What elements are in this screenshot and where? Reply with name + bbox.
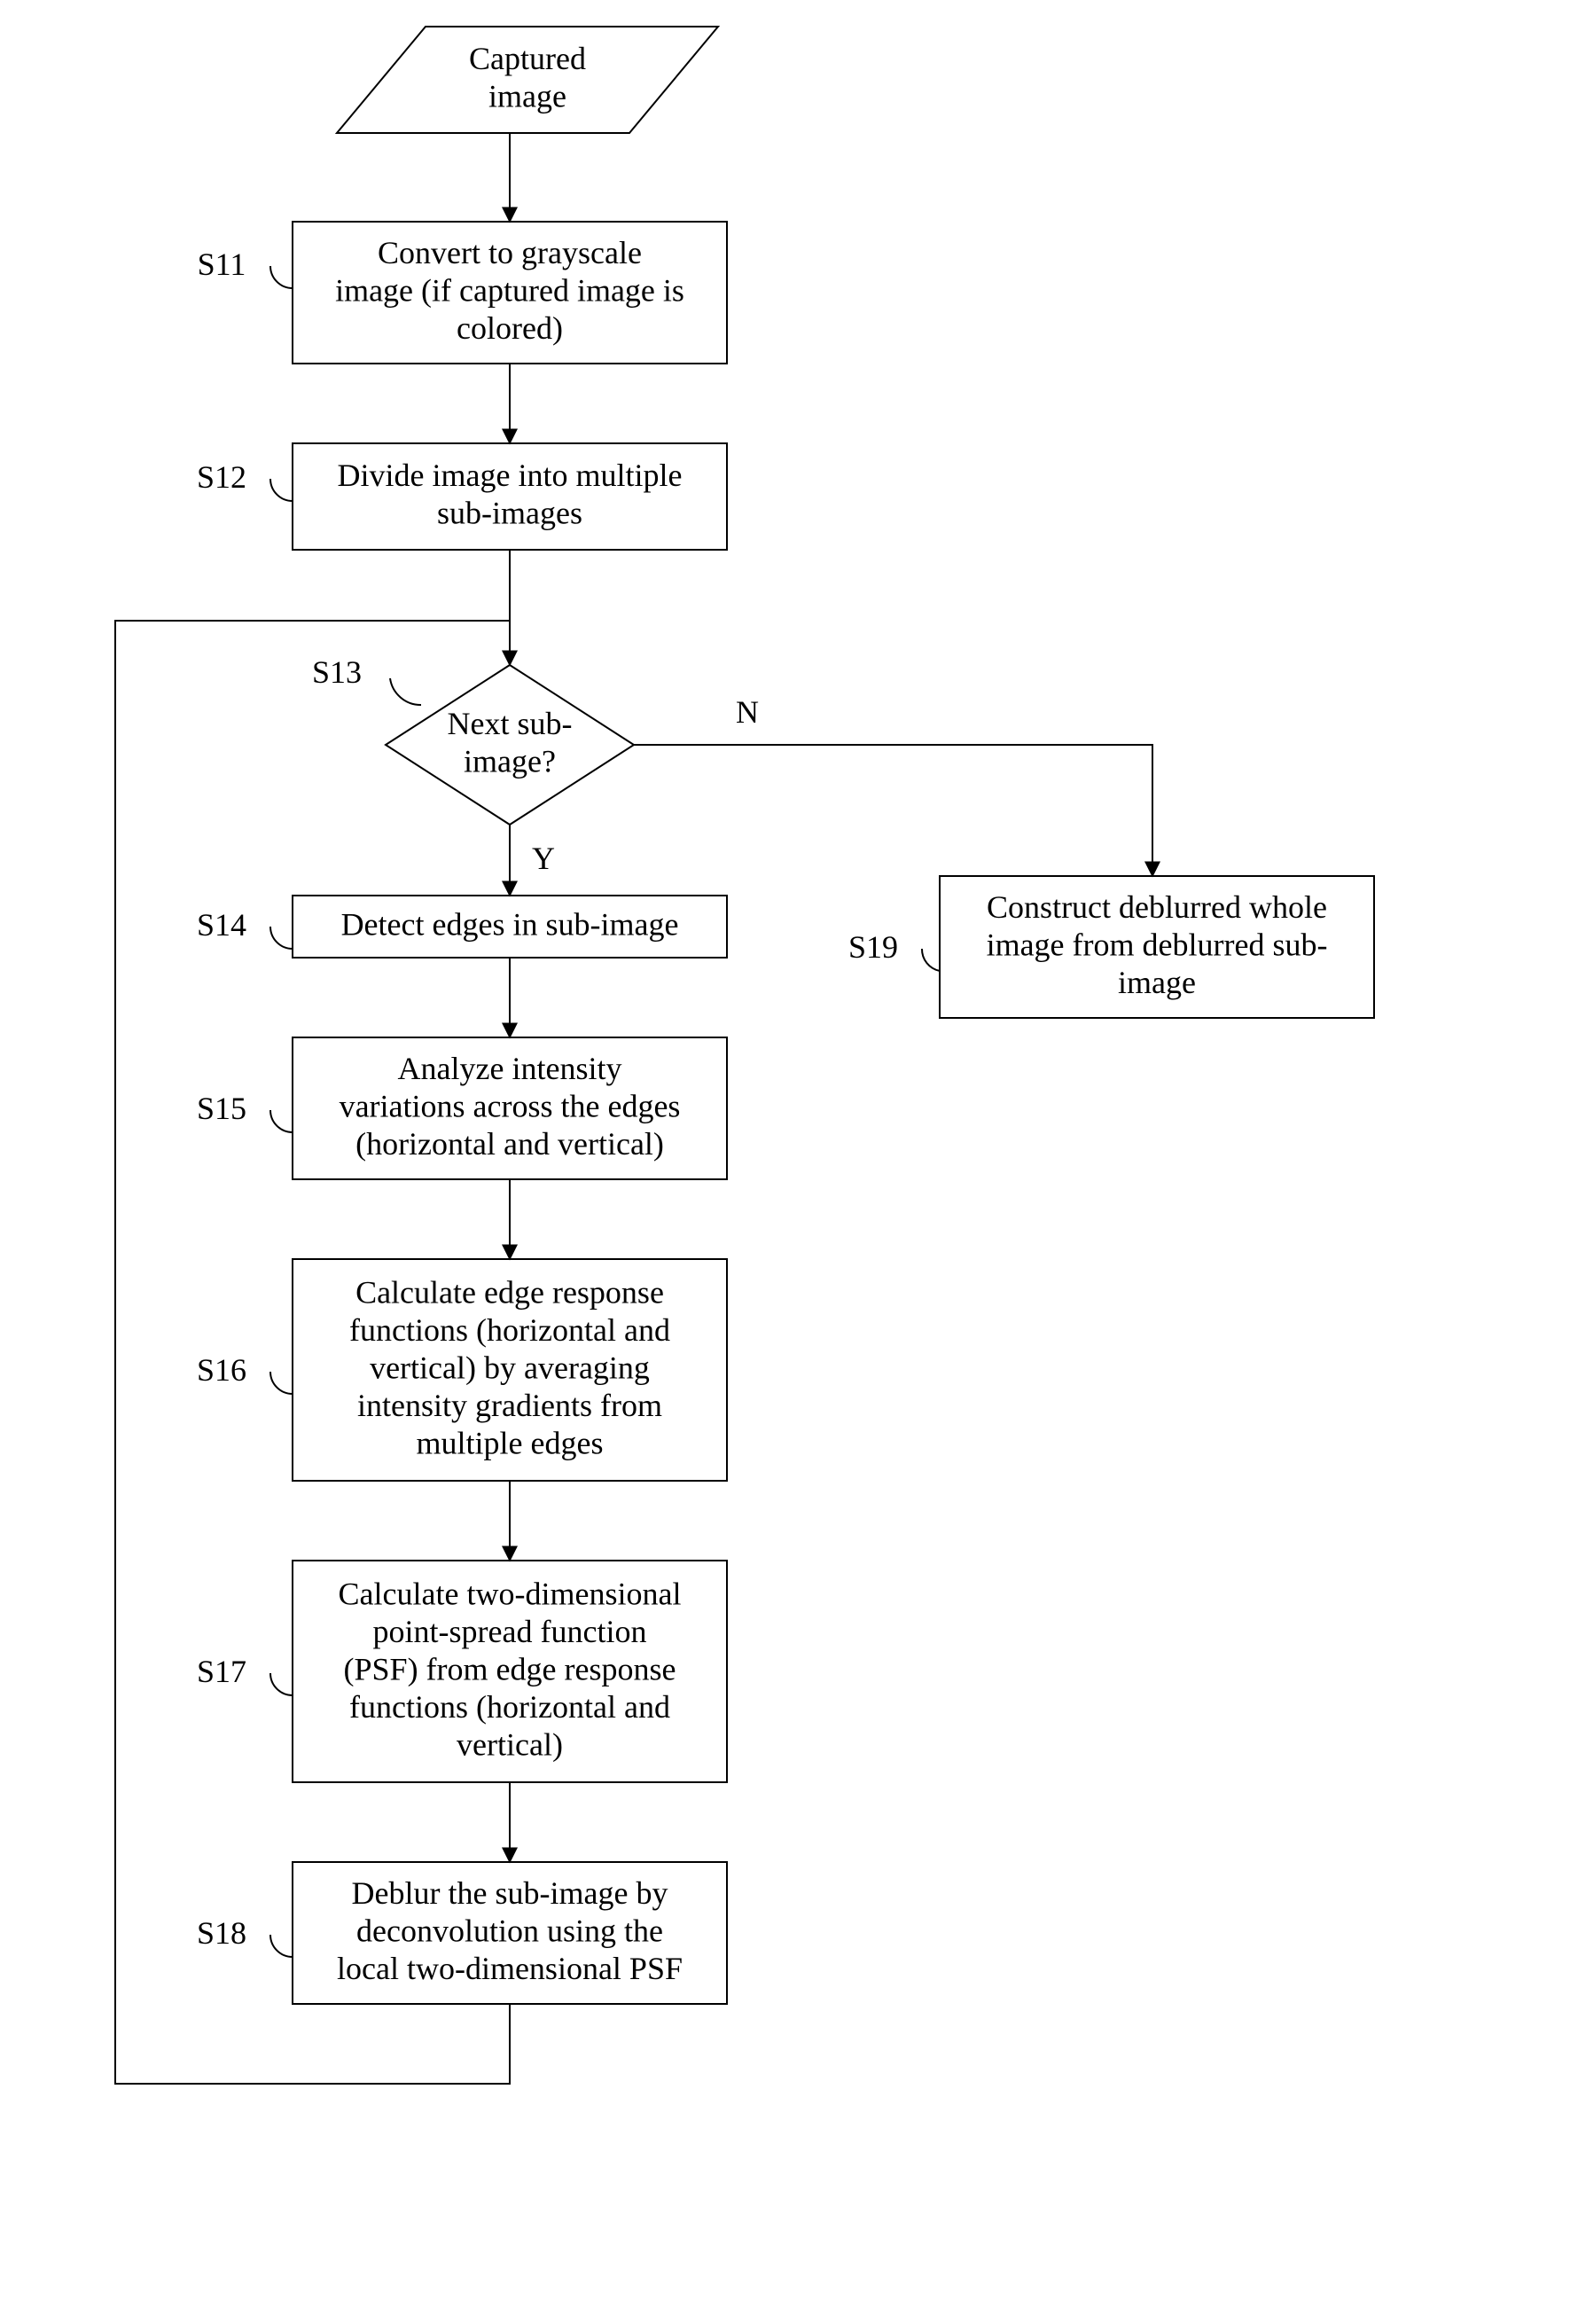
node-text: Next sub- — [448, 706, 573, 741]
node-text: (PSF) from edge response — [344, 1651, 676, 1686]
step-label-connector — [270, 1372, 293, 1394]
node-text: vertical) by averaging — [370, 1350, 650, 1385]
step-label-connector — [270, 927, 293, 949]
step-label: S16 — [197, 1352, 246, 1388]
step-label-connector — [270, 1110, 293, 1132]
step-label: S12 — [197, 459, 246, 495]
node-text: image — [1118, 965, 1196, 1000]
node-s13: Next sub-image? — [386, 665, 634, 825]
step-label-connector — [390, 678, 421, 705]
step-label: S13 — [312, 654, 362, 690]
step-label: S17 — [197, 1654, 246, 1689]
node-s17: Calculate two-dimensionalpoint-spread fu… — [293, 1561, 727, 1782]
node-text: sub-images — [437, 496, 582, 531]
node-text: image? — [464, 744, 556, 779]
node-text: image (if captured image is — [335, 272, 684, 308]
node-s14: Detect edges in sub-image — [293, 896, 727, 958]
node-s19: Construct deblurred wholeimage from debl… — [940, 876, 1374, 1018]
node-text: Convert to grayscale — [378, 235, 642, 270]
edge-9 — [634, 745, 1152, 876]
step-label-connector — [270, 1673, 293, 1695]
step-label: S19 — [848, 929, 898, 965]
node-s15: Analyze intensityvariations across the e… — [293, 1037, 727, 1179]
node-text: Captured — [469, 41, 586, 76]
node-text: Divide image into multiple — [338, 458, 683, 493]
node-s16: Calculate edge responsefunctions (horizo… — [293, 1259, 727, 1481]
step-label: S18 — [197, 1915, 246, 1951]
flowchart-canvas: CapturedimageConvert to grayscaleimage (… — [0, 0, 1570, 2324]
node-text: deconvolution using the — [356, 1913, 663, 1948]
node-text: Detect edges in sub-image — [341, 906, 679, 942]
node-s18: Deblur the sub-image bydeconvolution usi… — [293, 1862, 727, 2004]
node-text: Calculate edge response — [355, 1274, 664, 1310]
node-text: image — [488, 79, 566, 114]
node-text: multiple edges — [417, 1425, 604, 1460]
step-label-connector — [270, 1935, 293, 1957]
node-text: Construct deblurred whole — [987, 889, 1327, 925]
step-label-connector — [270, 266, 293, 288]
node-start: Capturedimage — [337, 27, 718, 133]
node-s12: Divide image into multiplesub-images — [293, 443, 727, 550]
node-text: functions (horizontal and — [349, 1689, 670, 1725]
node-text: variations across the edges — [340, 1088, 681, 1123]
node-text: intensity gradients from — [357, 1388, 662, 1423]
edge-label: N — [736, 694, 759, 730]
step-label-connector — [922, 949, 940, 971]
node-text: Analyze intensity — [398, 1051, 622, 1086]
node-s11: Convert to grayscaleimage (if captured i… — [293, 222, 727, 364]
node-text: vertical) — [457, 1726, 563, 1762]
node-text: functions (horizontal and — [349, 1312, 670, 1348]
node-text: colored) — [457, 310, 563, 346]
edge-label: Y — [532, 841, 555, 876]
step-label: S11 — [198, 246, 246, 282]
node-text: Deblur the sub-image by — [352, 1875, 668, 1911]
node-text: image from deblurred sub- — [987, 927, 1328, 962]
node-text: (horizontal and vertical) — [355, 1126, 664, 1162]
node-text: point-spread function — [373, 1614, 647, 1649]
node-text: local two-dimensional PSF — [337, 1951, 683, 1986]
step-label: S14 — [197, 907, 246, 943]
node-text: Calculate two-dimensional — [339, 1576, 682, 1611]
step-label: S15 — [197, 1091, 246, 1126]
step-label-connector — [270, 479, 293, 501]
